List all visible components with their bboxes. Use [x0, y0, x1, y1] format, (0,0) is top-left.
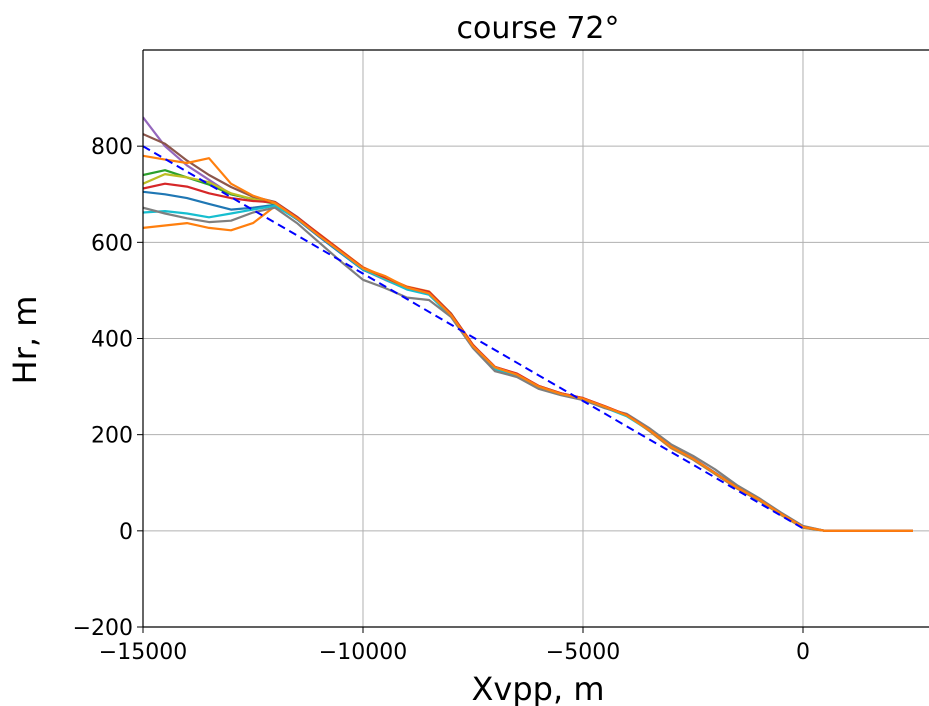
x-tick-label: 0	[796, 640, 810, 665]
series-line	[143, 116, 913, 532]
grid	[142, 50, 929, 628]
x-tick-label: −10000	[319, 640, 407, 665]
y-axis-label: Hr, m	[6, 296, 44, 385]
y-tick-label: 600	[91, 231, 133, 256]
x-axis-label: Xvpp, m	[472, 670, 605, 706]
y-tick-label: 800	[91, 135, 133, 160]
plot-area	[143, 116, 913, 532]
series-line	[143, 173, 913, 532]
y-tick-label: 200	[91, 424, 133, 449]
series-line	[143, 169, 913, 532]
y-tick-label: 0	[119, 520, 133, 545]
series-line	[143, 154, 913, 532]
series-line	[143, 182, 913, 532]
x-tick-label: −5000	[546, 640, 620, 665]
series-line	[143, 133, 913, 532]
y-tick-label: 400	[91, 328, 133, 353]
y-tick-label: −200	[73, 616, 133, 641]
series-line	[143, 206, 913, 532]
chart-title: course 72°	[457, 11, 620, 46]
reference-line	[143, 145, 804, 530]
x-tick-label: −15000	[99, 640, 187, 665]
